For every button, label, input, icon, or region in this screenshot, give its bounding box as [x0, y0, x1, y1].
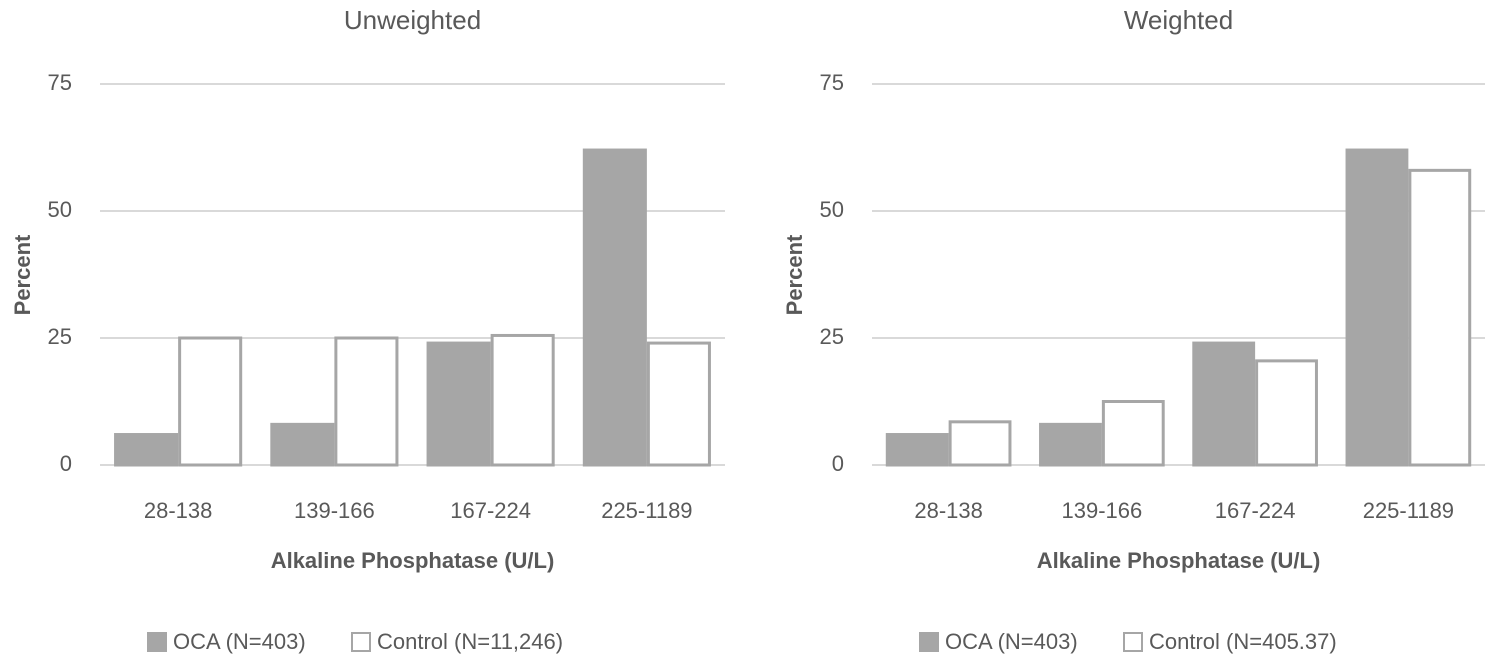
x-tick-label: 139-166	[1062, 498, 1143, 523]
legend-swatch	[919, 632, 939, 652]
bar	[1255, 359, 1318, 467]
legend-swatch	[1123, 632, 1143, 652]
bar	[270, 422, 335, 467]
x-tick-label: 167-224	[1215, 498, 1296, 523]
x-tick-label: 225-1189	[1363, 498, 1454, 523]
x-tick-label: 28-138	[914, 498, 983, 523]
y-tick-label: 75	[48, 70, 72, 95]
x-tick-label: 139-166	[294, 498, 375, 523]
x-axis-title: Alkaline Phosphatase (U/L)	[271, 548, 555, 573]
y-axis-title: Percent	[10, 234, 35, 315]
chart-title: Weighted	[1124, 5, 1233, 35]
legend-swatch	[147, 632, 167, 652]
y-axis-title: Percent	[782, 234, 807, 315]
y-tick-label: 50	[48, 197, 72, 222]
bar	[885, 433, 949, 467]
y-tick-label: 0	[832, 451, 844, 476]
legend-label: Control (N=11,246)	[377, 629, 563, 654]
legend-label: OCA (N=403)	[173, 629, 306, 654]
bar	[1345, 148, 1409, 467]
bar	[582, 148, 647, 467]
y-tick-label: 75	[820, 70, 844, 95]
bar	[490, 333, 555, 467]
bar	[1101, 400, 1165, 467]
x-tick-label: 167-224	[450, 498, 531, 523]
bar	[334, 336, 399, 467]
bar	[178, 336, 243, 467]
legend-label: OCA (N=403)	[945, 629, 1078, 654]
bar	[948, 420, 1012, 467]
y-tick-label: 0	[60, 451, 72, 476]
bar	[114, 433, 179, 467]
bar	[1192, 341, 1256, 467]
y-tick-label: 50	[820, 197, 844, 222]
chart-title: Unweighted	[344, 5, 481, 35]
y-tick-label: 25	[48, 324, 72, 349]
bar	[646, 341, 711, 467]
bar	[426, 341, 491, 467]
x-axis-title: Alkaline Phosphatase (U/L)	[1037, 548, 1321, 573]
bar	[1039, 422, 1102, 467]
x-tick-label: 28-138	[144, 498, 213, 523]
legend-label: Control (N=405.37)	[1149, 629, 1337, 654]
legend-swatch	[351, 632, 371, 652]
bar	[1408, 168, 1472, 467]
y-tick-label: 25	[820, 324, 844, 349]
x-tick-label: 225-1189	[601, 498, 692, 523]
